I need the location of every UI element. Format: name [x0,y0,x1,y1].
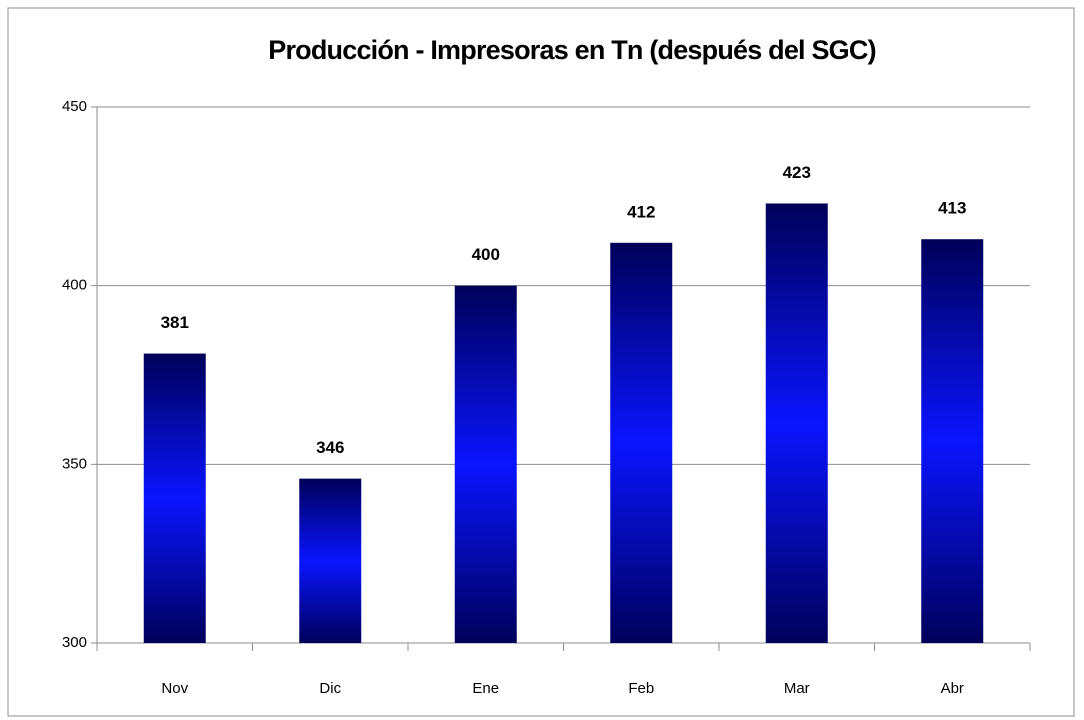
y-tick-label: 350 [62,455,87,472]
bar [299,478,362,643]
y-tick-label: 300 [62,634,87,651]
value-label: 412 [627,202,655,221]
y-tick-label: 400 [62,277,87,294]
chart-title: Producción - Impresoras en Tn (después d… [268,35,876,65]
bar [454,285,517,643]
x-tick-label: Ene [472,680,499,697]
value-label: 413 [938,199,966,218]
value-label: 381 [161,313,189,332]
bar [765,203,828,644]
bar [143,353,206,643]
x-tick-label: Mar [784,680,810,697]
y-tick-label: 450 [62,98,87,115]
value-label: 423 [783,163,811,182]
x-tick-label: Dic [319,680,341,697]
bar [610,242,673,643]
x-tick-label: Nov [161,680,188,697]
x-tick-label: Abr [941,680,964,697]
value-label: 400 [472,245,500,264]
bar [921,239,984,644]
value-label: 346 [316,438,344,457]
x-tick-label: Feb [628,680,654,697]
